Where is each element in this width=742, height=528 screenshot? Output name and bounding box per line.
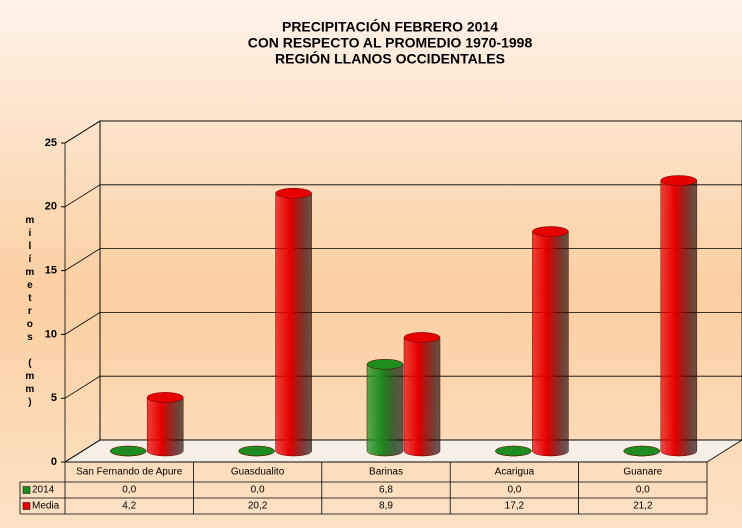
bar-top: [403, 332, 441, 343]
chart-title: REGIÓN LLANOS OCCIDENTALES: [275, 50, 505, 67]
x-tick-label: Guanare: [623, 467, 662, 478]
bar-body: [403, 337, 441, 457]
bar-body: [366, 363, 404, 457]
legend-swatch: [22, 486, 31, 494]
grid-line: [64, 248, 742, 271]
bar: [403, 332, 441, 457]
bar: [146, 392, 184, 457]
legend-label: 2014: [32, 485, 55, 496]
y-axis-label: milímetros (mm): [24, 215, 35, 410]
bar-top: [275, 187, 312, 199]
bar: [660, 175, 698, 457]
grid-line: [64, 375, 742, 399]
bar-top: [532, 226, 569, 237]
bar: [532, 226, 569, 457]
bar-top: [238, 445, 275, 457]
bar: [623, 445, 661, 457]
bar: [366, 358, 404, 457]
bar-top: [366, 358, 404, 370]
grid-line: [64, 439, 742, 463]
grid-line: [64, 120, 742, 144]
bar: [238, 445, 275, 457]
bar-body: [146, 397, 184, 457]
legend-label: Media: [32, 501, 60, 512]
bar-body: [532, 231, 569, 457]
y-tick-label: 25: [45, 137, 57, 149]
bar-top: [623, 445, 661, 457]
data-label: 17,2: [505, 501, 525, 512]
y-tick-label: 15: [45, 265, 57, 277]
legend-swatch: [22, 502, 31, 510]
y-tick-label: 10: [45, 328, 57, 340]
bar-top: [660, 175, 698, 186]
bar-top: [109, 445, 147, 457]
bar-top: [146, 392, 184, 403]
chart-title: PRECIPITACIÓN FEBRERO 2014: [282, 18, 498, 35]
x-tick-label: Acarigua: [495, 467, 535, 478]
data-label: 0,0: [507, 485, 521, 496]
data-label: 0,0: [251, 485, 265, 496]
bar: [109, 445, 147, 457]
bar: [275, 187, 312, 457]
bar-body: [660, 180, 698, 457]
y-tick-label: 20: [45, 201, 57, 213]
data-label: 0,0: [122, 485, 136, 496]
bar-top: [495, 445, 532, 457]
y-tick-label: 5: [51, 392, 57, 404]
data-label: 6,8: [379, 485, 393, 496]
data-label: 21,2: [633, 501, 653, 512]
data-label: 0,0: [636, 485, 650, 496]
grid-line: [64, 311, 742, 335]
x-tick-label: Guasdualito: [231, 467, 285, 478]
bar: [495, 445, 532, 457]
data-label: 20,2: [248, 501, 268, 512]
x-tick-label: San Fernando de Apure: [76, 467, 183, 478]
y-tick-label: 0: [51, 456, 57, 468]
x-tick-label: Barinas: [369, 467, 403, 478]
chart-title: CON RESPECTO AL PROMEDIO 1970-1998: [248, 35, 533, 51]
data-label: 8,9: [379, 501, 393, 512]
grid-line: [64, 184, 742, 208]
data-label: 4,2: [122, 501, 136, 512]
bar-body: [275, 192, 312, 457]
